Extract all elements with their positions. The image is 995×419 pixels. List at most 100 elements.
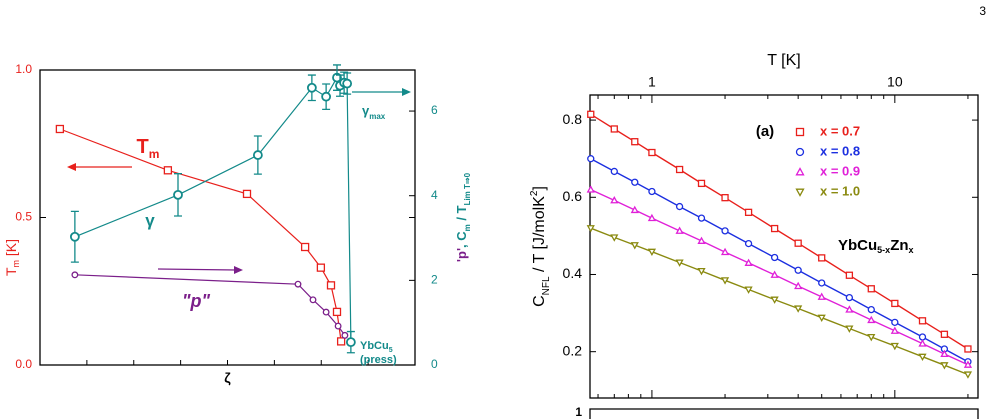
legend-label: x = 0.9 [820, 163, 860, 178]
marker [587, 110, 595, 118]
marker [610, 167, 618, 176]
marker [794, 266, 802, 274]
series-line [74, 76, 352, 343]
arrow-head [402, 88, 411, 96]
y-axis-label-part: C [531, 295, 548, 307]
marker [647, 213, 657, 222]
y2-axis-label-part: 'p' [454, 248, 469, 262]
x-axis-label: T [K] [767, 52, 801, 69]
y-tick-label: 0.8 [563, 111, 583, 127]
marker [252, 150, 263, 160]
marker [697, 267, 706, 276]
marker [697, 236, 706, 244]
marker [770, 270, 779, 278]
marker [890, 326, 899, 334]
annotation: (a) [756, 123, 774, 140]
y-axis-label-part: 2 [529, 190, 540, 196]
marker [940, 362, 949, 370]
marker [891, 318, 899, 326]
marker [334, 322, 342, 330]
y-axis-label: CNFL / T [J/molK2] [529, 186, 552, 307]
y2-axis-label: 'p', Cm / TLim T⇒0 [454, 172, 472, 262]
marker [631, 138, 639, 146]
x-tick-label: 1 [648, 74, 656, 90]
annotation-part: max [369, 112, 386, 121]
arrow-head [67, 163, 76, 171]
annotation: γ [145, 211, 155, 230]
arrow [157, 268, 237, 271]
marker [794, 305, 803, 313]
annotation-part: x [909, 245, 914, 255]
annotation-part: 5 [389, 347, 393, 354]
marker [818, 254, 826, 262]
y2-axis-label-part: / T [454, 205, 469, 224]
marker [675, 226, 684, 234]
y-tick-label: 0.6 [563, 188, 583, 204]
annotation-part: YbCu [360, 340, 389, 352]
y-axis-label-part: m [11, 260, 21, 268]
marker [867, 305, 875, 314]
annotation-part: Zn [890, 237, 908, 254]
x-axis-label: ζ [224, 370, 231, 386]
marker [845, 293, 854, 302]
marker [918, 353, 927, 362]
y-axis-label-part: [K] [3, 239, 19, 260]
marker [648, 148, 656, 157]
arrow-head [234, 266, 243, 274]
annotation-part: (press) [360, 354, 397, 366]
legend-label: x = 1.0 [820, 183, 860, 198]
lower-frame [589, 408, 979, 419]
marker [963, 360, 973, 368]
marker [770, 253, 779, 262]
marker [345, 337, 356, 348]
right-frame [589, 94, 979, 399]
marker [817, 292, 826, 300]
y2-tick-label: 2 [431, 273, 438, 287]
marker [867, 285, 875, 293]
marker [242, 189, 252, 199]
annotation: YbCu5 [360, 340, 393, 354]
legend-marker [795, 147, 805, 157]
marker [610, 125, 618, 133]
marker [294, 280, 302, 288]
marker [891, 299, 899, 308]
marker [845, 305, 854, 313]
y-axis-label-part: T [3, 267, 19, 276]
marker [697, 214, 706, 222]
marker [845, 325, 854, 333]
marker [940, 330, 949, 338]
marker [69, 231, 80, 242]
marker [71, 271, 79, 279]
marker [721, 194, 729, 202]
legend-marker [795, 188, 805, 197]
y-axis-label: Tm [K] [3, 239, 22, 276]
marker [587, 155, 595, 163]
marker [918, 333, 927, 341]
marker [675, 259, 684, 267]
y2-tick-label: 6 [431, 103, 438, 117]
annotation-part: T [137, 136, 149, 158]
annotation-part: m [149, 147, 160, 161]
annotation: γmax [362, 103, 386, 121]
lower-tick-label: 1 [575, 405, 582, 419]
marker [316, 263, 326, 272]
y2-tick-label: 4 [431, 188, 438, 202]
marker [647, 248, 657, 257]
marker [321, 91, 332, 102]
marker [918, 317, 927, 325]
annotation-part: YbCu [838, 237, 877, 254]
annotation: Tm [137, 136, 160, 161]
marker [332, 307, 342, 317]
marker [744, 258, 753, 266]
marker [697, 179, 706, 188]
y-tick-label: 0.0 [15, 357, 32, 371]
y2-axis-label-part: , C [454, 231, 469, 248]
y2-tick-label: 0 [431, 357, 438, 371]
y2-axis-label-part: m [463, 224, 472, 231]
marker [586, 185, 595, 193]
marker [817, 314, 826, 323]
annotation-part: 5-x [877, 245, 890, 255]
annotation: YbCu5-xZnx [838, 237, 914, 255]
annotation-part: γ [362, 103, 370, 118]
